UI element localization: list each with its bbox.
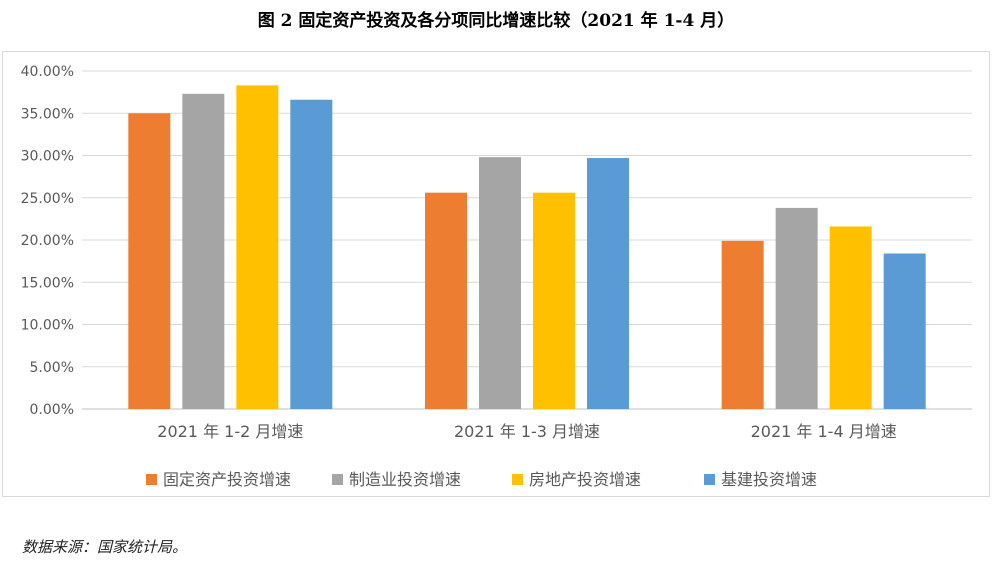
data-source-note: 数据来源：国家统计局。 — [22, 538, 188, 556]
y-tick-label: 0.00% — [30, 402, 74, 418]
y-tick-label: 30.00% — [21, 149, 74, 165]
y-tick-label: 10.00% — [21, 318, 74, 334]
legend-swatch — [512, 474, 523, 485]
legend: 固定资产投资增速 制造业投资增速 房地产投资增速 基建投资增速 — [146, 470, 817, 489]
bar — [829, 226, 872, 409]
bar — [721, 240, 764, 409]
bar — [128, 113, 171, 409]
bar — [236, 85, 279, 410]
y-tick-label: 20.00% — [21, 233, 74, 249]
legend-swatch — [332, 474, 343, 485]
legend-label: 固定资产投资增速 — [163, 470, 291, 489]
y-tick-label: 5.00% — [30, 360, 74, 376]
legend-label: 制造业投资增速 — [349, 470, 461, 489]
y-tick-label: 25.00% — [21, 191, 74, 207]
bar — [425, 192, 467, 409]
bars — [128, 85, 926, 410]
figure-title: 图 2 固定资产投资及各分项同比增速比较（2021 年 1-4 月） — [257, 11, 735, 31]
legend-label: 房地产投资增速 — [529, 470, 641, 489]
chart-frame — [2, 51, 990, 497]
x-category-label: 2021 年 1-4 月增速 — [751, 422, 897, 441]
x-category-label: 2021 年 1-2 月增速 — [157, 422, 303, 441]
bar — [883, 253, 926, 409]
x-axis-labels: 2021 年 1-2 月增速 2021 年 1-3 月增速 2021 年 1-4 月… — [157, 422, 896, 441]
y-tick-label: 35.00% — [21, 106, 74, 122]
x-category-label: 2021 年 1-3 月增速 — [454, 422, 600, 441]
legend-swatch — [146, 474, 157, 485]
bar — [775, 207, 818, 409]
legend-swatch — [704, 474, 715, 485]
bar — [533, 192, 575, 409]
bar — [479, 157, 521, 409]
gridlines — [82, 70, 972, 410]
y-tick-label: 40.00% — [21, 64, 74, 80]
legend-label: 基建投资增速 — [721, 470, 817, 489]
bar — [587, 158, 629, 409]
y-tick-label: 15.00% — [21, 275, 74, 291]
y-axis-ticks: 0.00% 5.00% 10.00% 15.00% 20.00% 25.00% 30.00%… — [21, 64, 74, 418]
bar — [290, 99, 333, 409]
bar — [182, 93, 225, 409]
